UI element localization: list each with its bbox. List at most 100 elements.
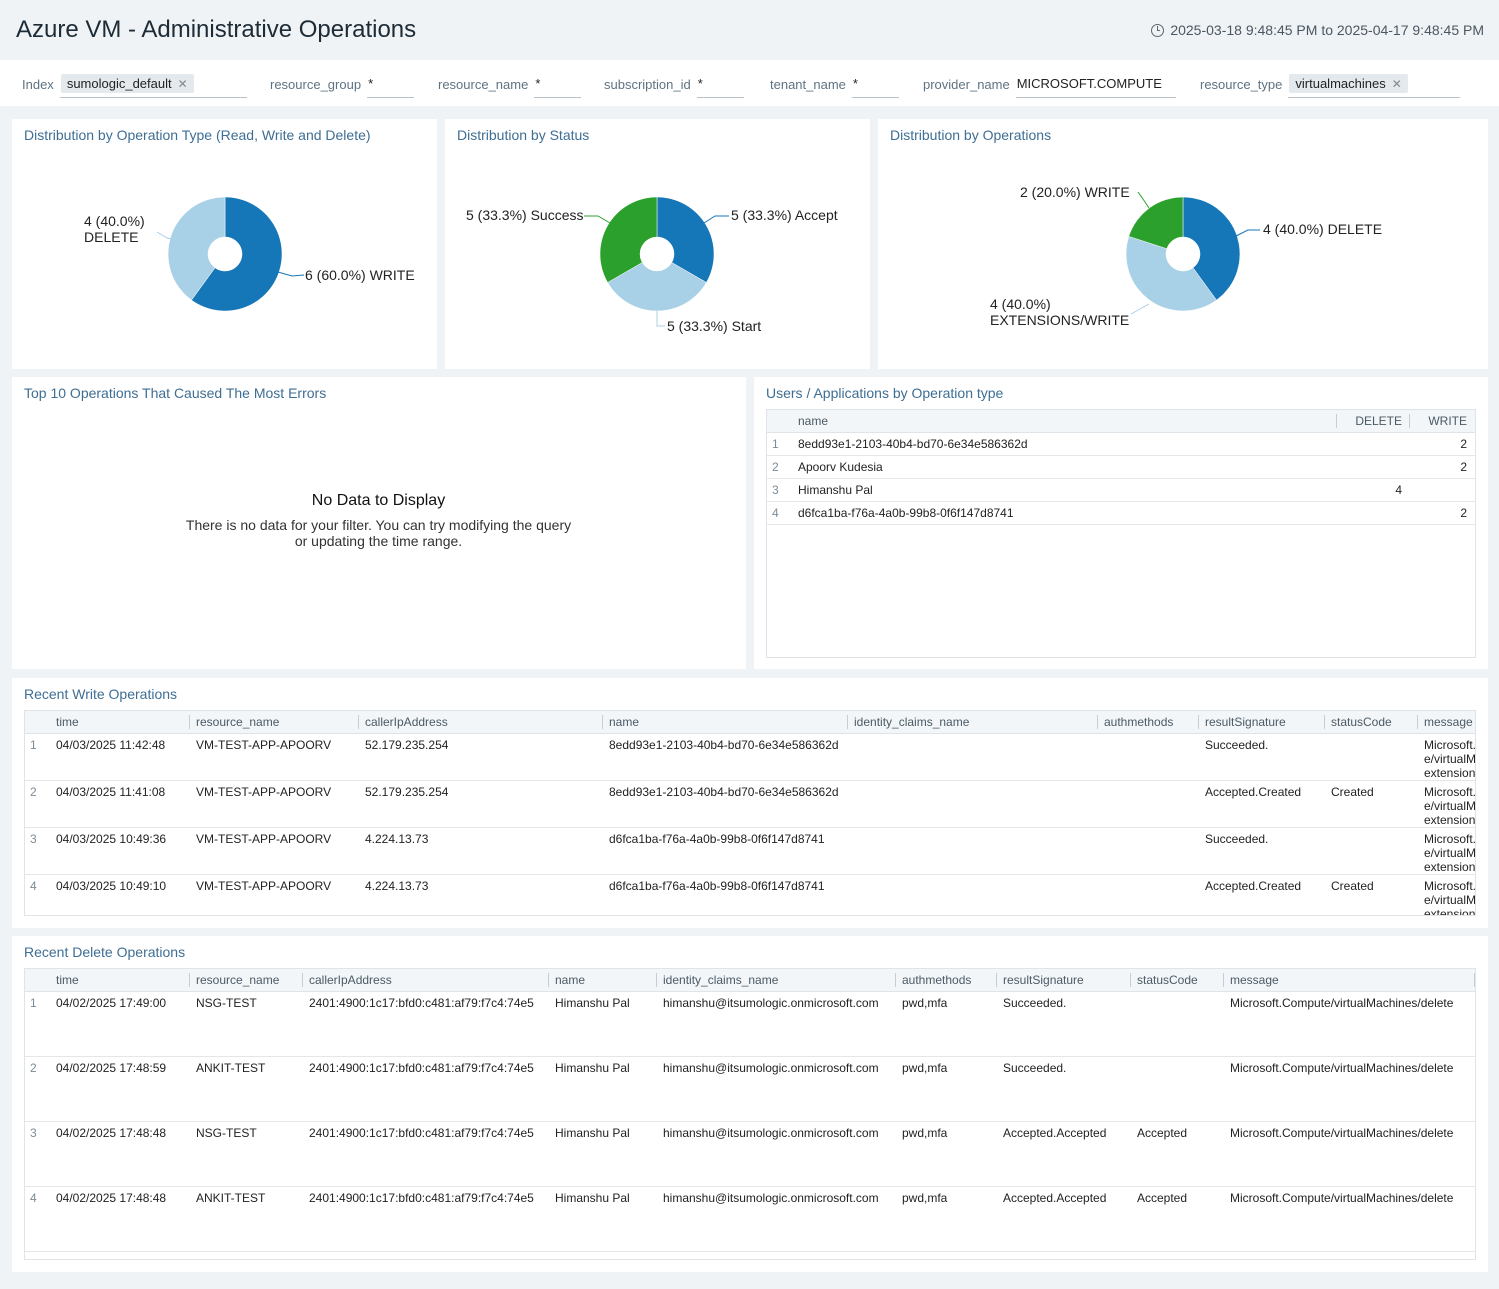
cell-message: Microsoft.Compute/virtualMachines/extens… xyxy=(1418,827,1475,875)
delete-operations-table: time resource_name callerIpAddress name iden… xyxy=(24,968,1476,1260)
pie-slice-write[interactable] xyxy=(1128,196,1184,250)
cell-status xyxy=(1131,1056,1224,1122)
column-header-authmethods[interactable]: authmethods xyxy=(1098,711,1199,734)
filter-resource-type[interactable]: resource_type virtualmachines ✕ xyxy=(1200,70,1461,98)
cell-result: Succeeded. xyxy=(1199,827,1325,875)
cell-result: Succeeded. xyxy=(997,1056,1131,1122)
column-header-name[interactable]: name xyxy=(603,711,848,734)
table-row[interactable]: 1 04/03/2025 11:42:48 VM-TEST-APP-APOORV 52… xyxy=(25,733,1475,781)
cell-resource-name: VM-TEST-APP-APOORV xyxy=(190,827,359,875)
table-row[interactable]: 2 04/02/2025 17:48:59 ANKIT-TEST 2401:4900:… xyxy=(25,1056,1475,1122)
panel-title: Users / Applications by Operation type xyxy=(766,385,1004,401)
table-row[interactable]: 4 d6fca1ba-f76a-4a0b-99b8-0f6f147d8741 2 xyxy=(767,501,1475,525)
column-header-resultsignature[interactable]: resultSignature xyxy=(997,969,1131,992)
column-header-calleripaddress[interactable]: callerIpAddress xyxy=(303,969,549,992)
cell-result: Succeeded. xyxy=(997,991,1131,1057)
pie-chart-operation-type xyxy=(156,196,305,312)
column-header-message[interactable]: message xyxy=(1418,711,1475,734)
cell-auth: pwd,mfa xyxy=(896,991,997,1057)
column-header-delete[interactable]: DELETE xyxy=(1337,410,1410,433)
pie-slice-accept[interactable] xyxy=(656,196,715,283)
cell-ip: 4.224.13.73 xyxy=(359,827,603,875)
pie-slice-write[interactable] xyxy=(191,196,283,312)
cell-delete xyxy=(1337,501,1410,525)
filter-chip[interactable]: virtualmachines ✕ xyxy=(1289,74,1408,93)
filter-value-field[interactable]: * xyxy=(367,70,415,98)
column-header-authmethods[interactable]: authmethods xyxy=(896,969,997,992)
table-row[interactable]: 4 04/02/2025 17:48:48 ANKIT-TEST 2401:4900:… xyxy=(25,1186,1475,1252)
column-header-time[interactable]: time xyxy=(50,969,190,992)
cell-message: Microsoft.Compute/virtualMachines/extens… xyxy=(1418,874,1475,915)
column-header-time[interactable]: time xyxy=(50,711,190,734)
pie-label-delete: 4 (40.0%) DELETE xyxy=(84,213,145,245)
panel-title: Top 10 Operations That Caused The Most E… xyxy=(24,385,327,401)
pie-slice-delete[interactable] xyxy=(1182,196,1241,301)
table-row[interactable]: 3 04/02/2025 17:48:48 NSG-TEST 2401:4900:1c… xyxy=(25,1121,1475,1187)
chip-label: sumologic_default xyxy=(66,76,172,91)
row-number: 3 xyxy=(25,827,50,875)
column-header-resource-name[interactable]: resource_name xyxy=(190,969,303,992)
cell-message: Microsoft.Compute/virtualMachines/delete xyxy=(1224,1186,1475,1252)
panel-operations: Distribution by Operations 2 (20.0%) WRI… xyxy=(878,119,1488,369)
column-header-message[interactable]: message xyxy=(1224,969,1475,992)
pie-chart-operations xyxy=(1125,191,1260,315)
row-number: 3 xyxy=(767,478,792,502)
filter-label: resource_name xyxy=(438,76,529,92)
row-number: 4 xyxy=(25,874,50,915)
column-header-write[interactable]: WRITE xyxy=(1410,410,1475,433)
filter-tenant-name[interactable]: tenant_name * xyxy=(770,70,899,98)
column-header-name[interactable]: name xyxy=(792,410,1337,433)
table-row[interactable]: 2 Apoorv Kudesia 2 xyxy=(767,455,1475,479)
cell-claims xyxy=(848,733,1098,781)
filter-resource-name[interactable]: resource_name * xyxy=(438,70,582,98)
table-row[interactable]: 1 8edd93e1-2103-40b4-bd70-6e34e586362d 2 xyxy=(767,432,1475,456)
panel-operation-type: Distribution by Operation Type (Read, Wr… xyxy=(12,119,437,369)
pie-slice-success[interactable] xyxy=(599,196,658,283)
close-icon[interactable]: ✕ xyxy=(1391,76,1402,91)
row-number: 2 xyxy=(767,455,792,479)
cell-ip: 52.179.235.254 xyxy=(359,733,603,781)
column-header-identity-claims-name[interactable]: identity_claims_name xyxy=(657,969,896,992)
cell-claims: himanshu@itsumologic.onmicrosoft.com xyxy=(657,991,896,1057)
column-header-resource-name[interactable]: resource_name xyxy=(190,711,359,734)
filter-label: Index xyxy=(22,76,54,92)
filter-provider-name[interactable]: provider_name MICROSOFT.COMPUTE xyxy=(923,70,1176,98)
filter-label: subscription_id xyxy=(604,76,691,92)
dashboard-header: Azure VM - Administrative Operations 202… xyxy=(0,0,1499,60)
filter-chip[interactable]: sumologic_default ✕ xyxy=(60,74,194,93)
filter-resource-group[interactable]: resource_group * xyxy=(270,70,415,98)
filter-subscription-id[interactable]: subscription_id * xyxy=(604,70,744,98)
column-header-calleripaddress[interactable]: callerIpAddress xyxy=(359,711,603,734)
table-row[interactable]: 3 04/03/2025 10:49:36 VM-TEST-APP-APOORV 4.… xyxy=(25,827,1475,875)
cell-result: Accepted.Accepted xyxy=(997,1121,1131,1187)
filter-value-field[interactable]: * xyxy=(534,70,582,98)
pie-label-write: 2 (20.0%) WRITE xyxy=(1020,184,1130,200)
filter-value-field[interactable]: sumologic_default ✕ xyxy=(59,70,247,98)
cell-ip: 2401:4900:1c17:bfd0:c481:af79:f7c4:74e5 xyxy=(303,991,549,1057)
pie-leader-line xyxy=(1235,229,1260,237)
table-row[interactable]: 4 04/03/2025 10:49:10 VM-TEST-APP-APOORV 4.… xyxy=(25,874,1475,915)
column-header-identity-claims-name[interactable]: identity_claims_name xyxy=(848,711,1098,734)
filter-value-field[interactable]: MICROSOFT.COMPUTE xyxy=(1015,70,1176,98)
column-header-resultsignature[interactable]: resultSignature xyxy=(1199,711,1325,734)
filter-value-field[interactable]: virtualmachines ✕ xyxy=(1288,70,1461,98)
column-header-statuscode[interactable]: statusCode xyxy=(1131,969,1224,992)
filter-index[interactable]: Index sumologic_default ✕ xyxy=(22,70,247,98)
cell-name: Himanshu Pal xyxy=(792,478,1337,502)
filter-value-field[interactable]: * xyxy=(851,70,899,98)
pie-slice-start[interactable] xyxy=(607,262,707,312)
cell-delete xyxy=(1337,455,1410,479)
table-row[interactable]: 3 Himanshu Pal 4 xyxy=(767,478,1475,502)
row-number: 4 xyxy=(767,501,792,525)
table-row[interactable]: 1 04/02/2025 17:49:00 NSG-TEST 2401:4900:1c… xyxy=(25,991,1475,1057)
column-header-name[interactable]: name xyxy=(549,969,657,992)
close-icon[interactable]: ✕ xyxy=(177,76,188,91)
filter-value-field[interactable]: * xyxy=(696,70,744,98)
table-row[interactable]: 2 04/03/2025 11:41:08 VM-TEST-APP-APOORV 52… xyxy=(25,780,1475,828)
pie-slice-delete[interactable] xyxy=(167,196,226,301)
cell-resource-name: VM-TEST-APP-APOORV xyxy=(190,733,359,781)
column-header-statuscode[interactable]: statusCode xyxy=(1325,711,1418,734)
time-range-picker[interactable]: 2025-03-18 9:48:45 PM to 2025-04-17 9:48… xyxy=(1151,22,1484,38)
filter-label: provider_name xyxy=(923,76,1010,92)
pie-slice-extensions-write[interactable] xyxy=(1125,236,1217,312)
